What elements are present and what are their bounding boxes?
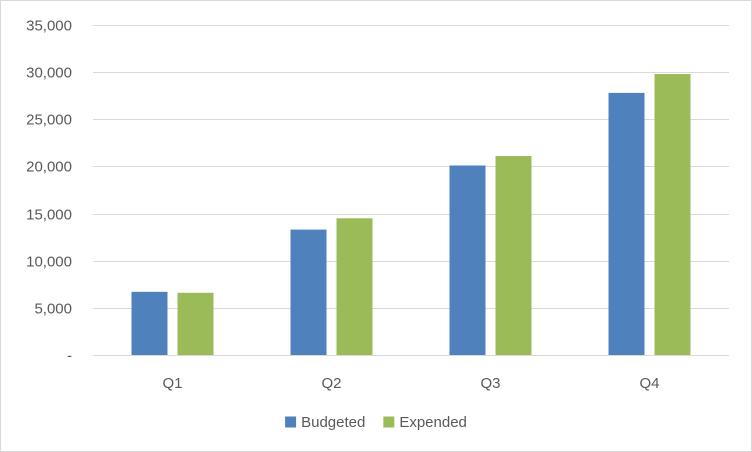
legend: Budgeted Expended	[285, 414, 467, 431]
y-tick-label: 5,000	[34, 301, 72, 318]
legend-label-budgeted: Budgeted	[301, 414, 365, 431]
x-tick-label: Q4	[639, 375, 659, 392]
x-tick-label: Q1	[162, 375, 182, 392]
x-axis-tick-labels: Q1 Q2 Q3 Q4	[162, 375, 659, 392]
bar-expended-q4	[654, 74, 691, 356]
bar-budgeted-q4	[608, 92, 645, 355]
y-tick-label: 15,000	[26, 207, 72, 224]
bar-budgeted-q3	[449, 165, 486, 355]
y-tick-label: 20,000	[26, 159, 72, 176]
legend-label-expended: Expended	[399, 414, 467, 431]
bars	[131, 74, 691, 356]
y-axis-tick-labels: - 5,000 10,000 15,000 20,000 25,000 30,000 35,0…	[26, 18, 72, 365]
bar-budgeted-q2	[290, 229, 327, 355]
y-tick-label: -	[67, 348, 72, 365]
y-tick-label: 30,000	[26, 65, 72, 82]
legend-swatch-budgeted	[285, 416, 297, 428]
y-tick-label: 25,000	[26, 112, 72, 129]
bar-expended-q2	[336, 218, 373, 355]
bar-budgeted-q1	[131, 291, 168, 355]
x-tick-label: Q3	[480, 375, 500, 392]
y-tick-label: 10,000	[26, 254, 72, 271]
legend-swatch-expended	[383, 416, 395, 428]
bar-expended-q1	[177, 292, 214, 355]
x-tick-label: Q2	[321, 375, 341, 392]
bar-expended-q3	[495, 156, 532, 355]
y-tick-label: 35,000	[26, 18, 72, 35]
